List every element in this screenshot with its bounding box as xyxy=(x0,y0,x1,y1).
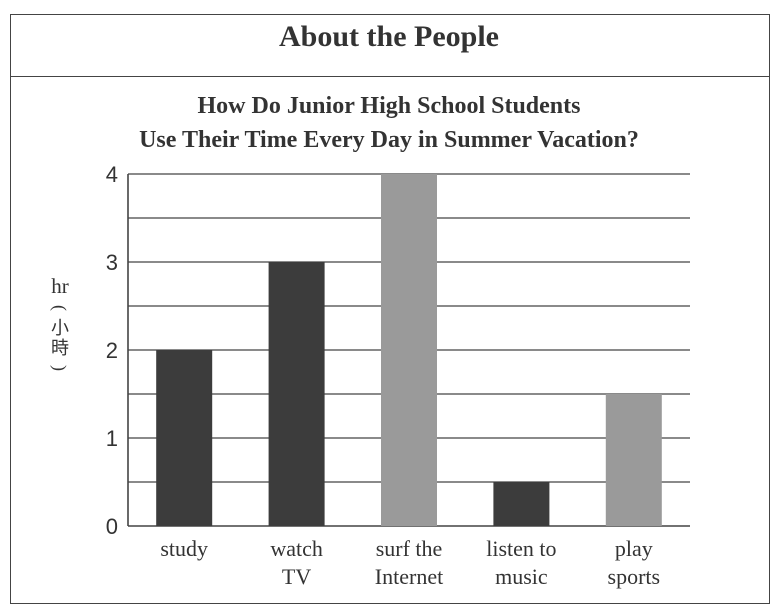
x-tick-label: Internet xyxy=(375,564,443,589)
y-tick-label: 1 xyxy=(106,426,118,451)
chart-title-line-2: Use Their Time Every Day in Summer Vacat… xyxy=(139,127,639,153)
x-tick-label: music xyxy=(495,564,548,589)
x-tick-label: study xyxy=(160,536,208,561)
y-axis-unit: hr xyxy=(51,274,69,298)
figure-frame xyxy=(10,14,770,604)
x-tick-label: sports xyxy=(608,564,661,589)
y-tick-label: 2 xyxy=(106,338,118,363)
x-tick-label: play xyxy=(615,536,653,561)
page-title: About the People xyxy=(279,20,499,53)
y-axis-note-1: 小 xyxy=(51,318,69,338)
x-tick-label: TV xyxy=(282,564,311,589)
chart-title-line-1: How Do Junior High School Students xyxy=(197,93,581,119)
header-divider xyxy=(10,76,770,77)
x-tick-label: listen to xyxy=(486,536,556,561)
y-tick-label: 4 xyxy=(106,162,118,187)
bar xyxy=(381,174,437,526)
bar xyxy=(156,350,213,526)
bar xyxy=(605,394,662,526)
bar xyxy=(493,482,550,526)
y-axis-note-2: 時 xyxy=(51,338,69,358)
y-tick-label: 0 xyxy=(106,514,118,539)
y-tick-label: 3 xyxy=(106,250,118,275)
x-tick-label: surf the xyxy=(376,536,443,561)
y-axis-label: hr ( 小 時 ) xyxy=(42,274,78,378)
bar xyxy=(268,262,325,526)
x-tick-label: watch xyxy=(270,536,323,561)
